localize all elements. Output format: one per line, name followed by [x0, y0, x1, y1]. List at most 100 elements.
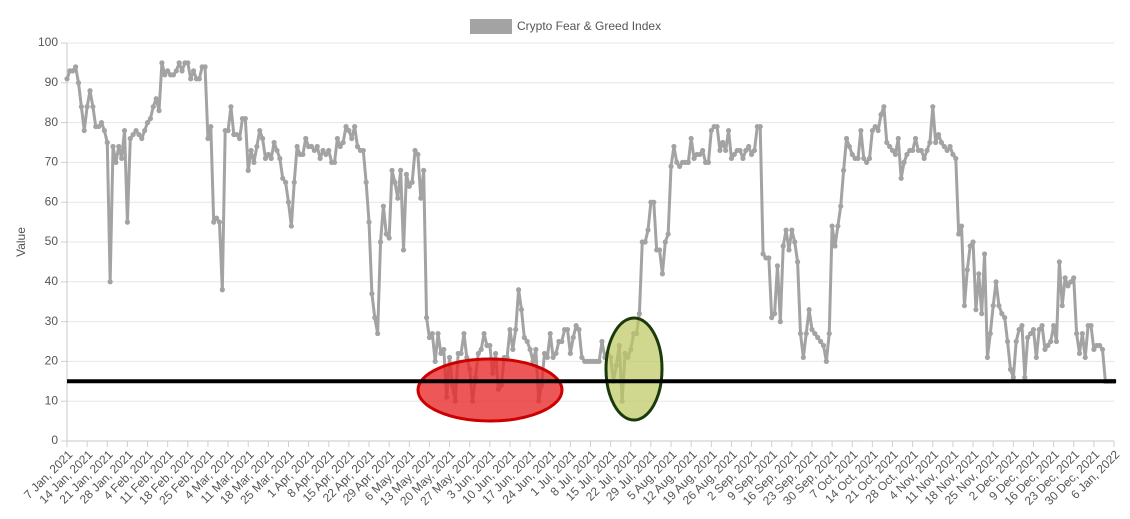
data-point [228, 104, 234, 110]
data-point [866, 155, 873, 162]
data-point [904, 151, 910, 158]
data-point [530, 358, 536, 364]
data-point [1007, 366, 1014, 372]
data-point [553, 350, 559, 357]
data-point [1097, 342, 1103, 349]
data-point [277, 155, 283, 162]
data-point [366, 219, 372, 225]
data-point [492, 350, 499, 357]
data-point [933, 139, 939, 146]
data-point [518, 307, 525, 313]
data-point [864, 159, 870, 165]
data-point [1004, 338, 1011, 345]
data-point [81, 127, 87, 134]
data-point [403, 171, 410, 177]
data-point [406, 183, 412, 189]
data-point [426, 334, 433, 341]
data-point [766, 255, 772, 261]
data-point [133, 127, 139, 134]
y-tick-label: 90 [45, 75, 59, 89]
data-point [458, 350, 464, 357]
y-tick-label: 60 [45, 194, 59, 208]
data-point [797, 330, 804, 337]
data-point [547, 330, 553, 337]
data-point [294, 143, 300, 150]
data-point [87, 88, 93, 94]
data-point [685, 159, 691, 165]
data-point [826, 330, 832, 337]
data-point [579, 354, 585, 361]
data-point [1082, 354, 1088, 361]
data-point [918, 147, 924, 154]
data-point [248, 147, 254, 154]
data-point [927, 139, 933, 146]
data-point [75, 80, 82, 86]
overlay: Crypto Fear & Greed Index [67, 19, 1116, 384]
data-point [1088, 322, 1094, 329]
data-point [999, 311, 1005, 317]
data-point [858, 127, 864, 134]
data-point [570, 334, 576, 341]
data-point [165, 68, 171, 74]
data-point [205, 135, 211, 142]
data-point [783, 227, 789, 233]
data-point [1091, 346, 1097, 353]
data-point [846, 143, 852, 150]
data-point [947, 143, 953, 150]
data-point [1048, 338, 1054, 345]
data-point [714, 123, 720, 130]
data-point [216, 219, 223, 225]
data-point [771, 311, 778, 317]
data-point [559, 338, 565, 345]
y-tick-label: 80 [45, 115, 59, 129]
data-point [835, 223, 841, 229]
data-point [159, 60, 165, 66]
data-point [78, 104, 84, 110]
data-point [211, 219, 217, 225]
data-point [308, 143, 315, 150]
data-point [90, 104, 96, 110]
data-point [1079, 330, 1085, 337]
data-point [976, 271, 982, 277]
data-point [872, 123, 878, 130]
data-point [363, 179, 369, 185]
data-point [794, 259, 801, 265]
data-point [815, 334, 821, 341]
data-point [757, 123, 763, 130]
data-point [377, 239, 384, 245]
data-point [389, 167, 395, 173]
data-point [323, 151, 329, 158]
data-point [1027, 330, 1034, 337]
data-point [1045, 342, 1051, 349]
data-point [832, 243, 838, 249]
data-point [280, 175, 286, 181]
data-point [259, 135, 266, 142]
data-point [130, 131, 136, 138]
data-point [829, 223, 835, 229]
data-point [507, 326, 513, 333]
data-point [524, 338, 530, 345]
data-point [121, 127, 128, 134]
data-point [740, 155, 746, 162]
data-point [636, 311, 642, 317]
data-point [202, 64, 208, 70]
data-point [838, 203, 844, 209]
data-point [352, 123, 358, 130]
data-point [113, 159, 119, 165]
data-point [274, 147, 280, 154]
data-point [774, 263, 781, 269]
data-point [254, 143, 260, 150]
data-point [596, 358, 602, 364]
data-point [665, 231, 671, 237]
y-tick-label: 70 [45, 155, 59, 169]
data-point [326, 147, 332, 154]
data-point [225, 127, 231, 134]
data-point [98, 120, 105, 126]
data-point [400, 247, 407, 253]
data-point [705, 159, 712, 165]
data-point [245, 167, 251, 173]
data-point [777, 319, 783, 325]
data-point [849, 151, 855, 158]
data-point [691, 155, 697, 162]
data-point [892, 151, 898, 158]
